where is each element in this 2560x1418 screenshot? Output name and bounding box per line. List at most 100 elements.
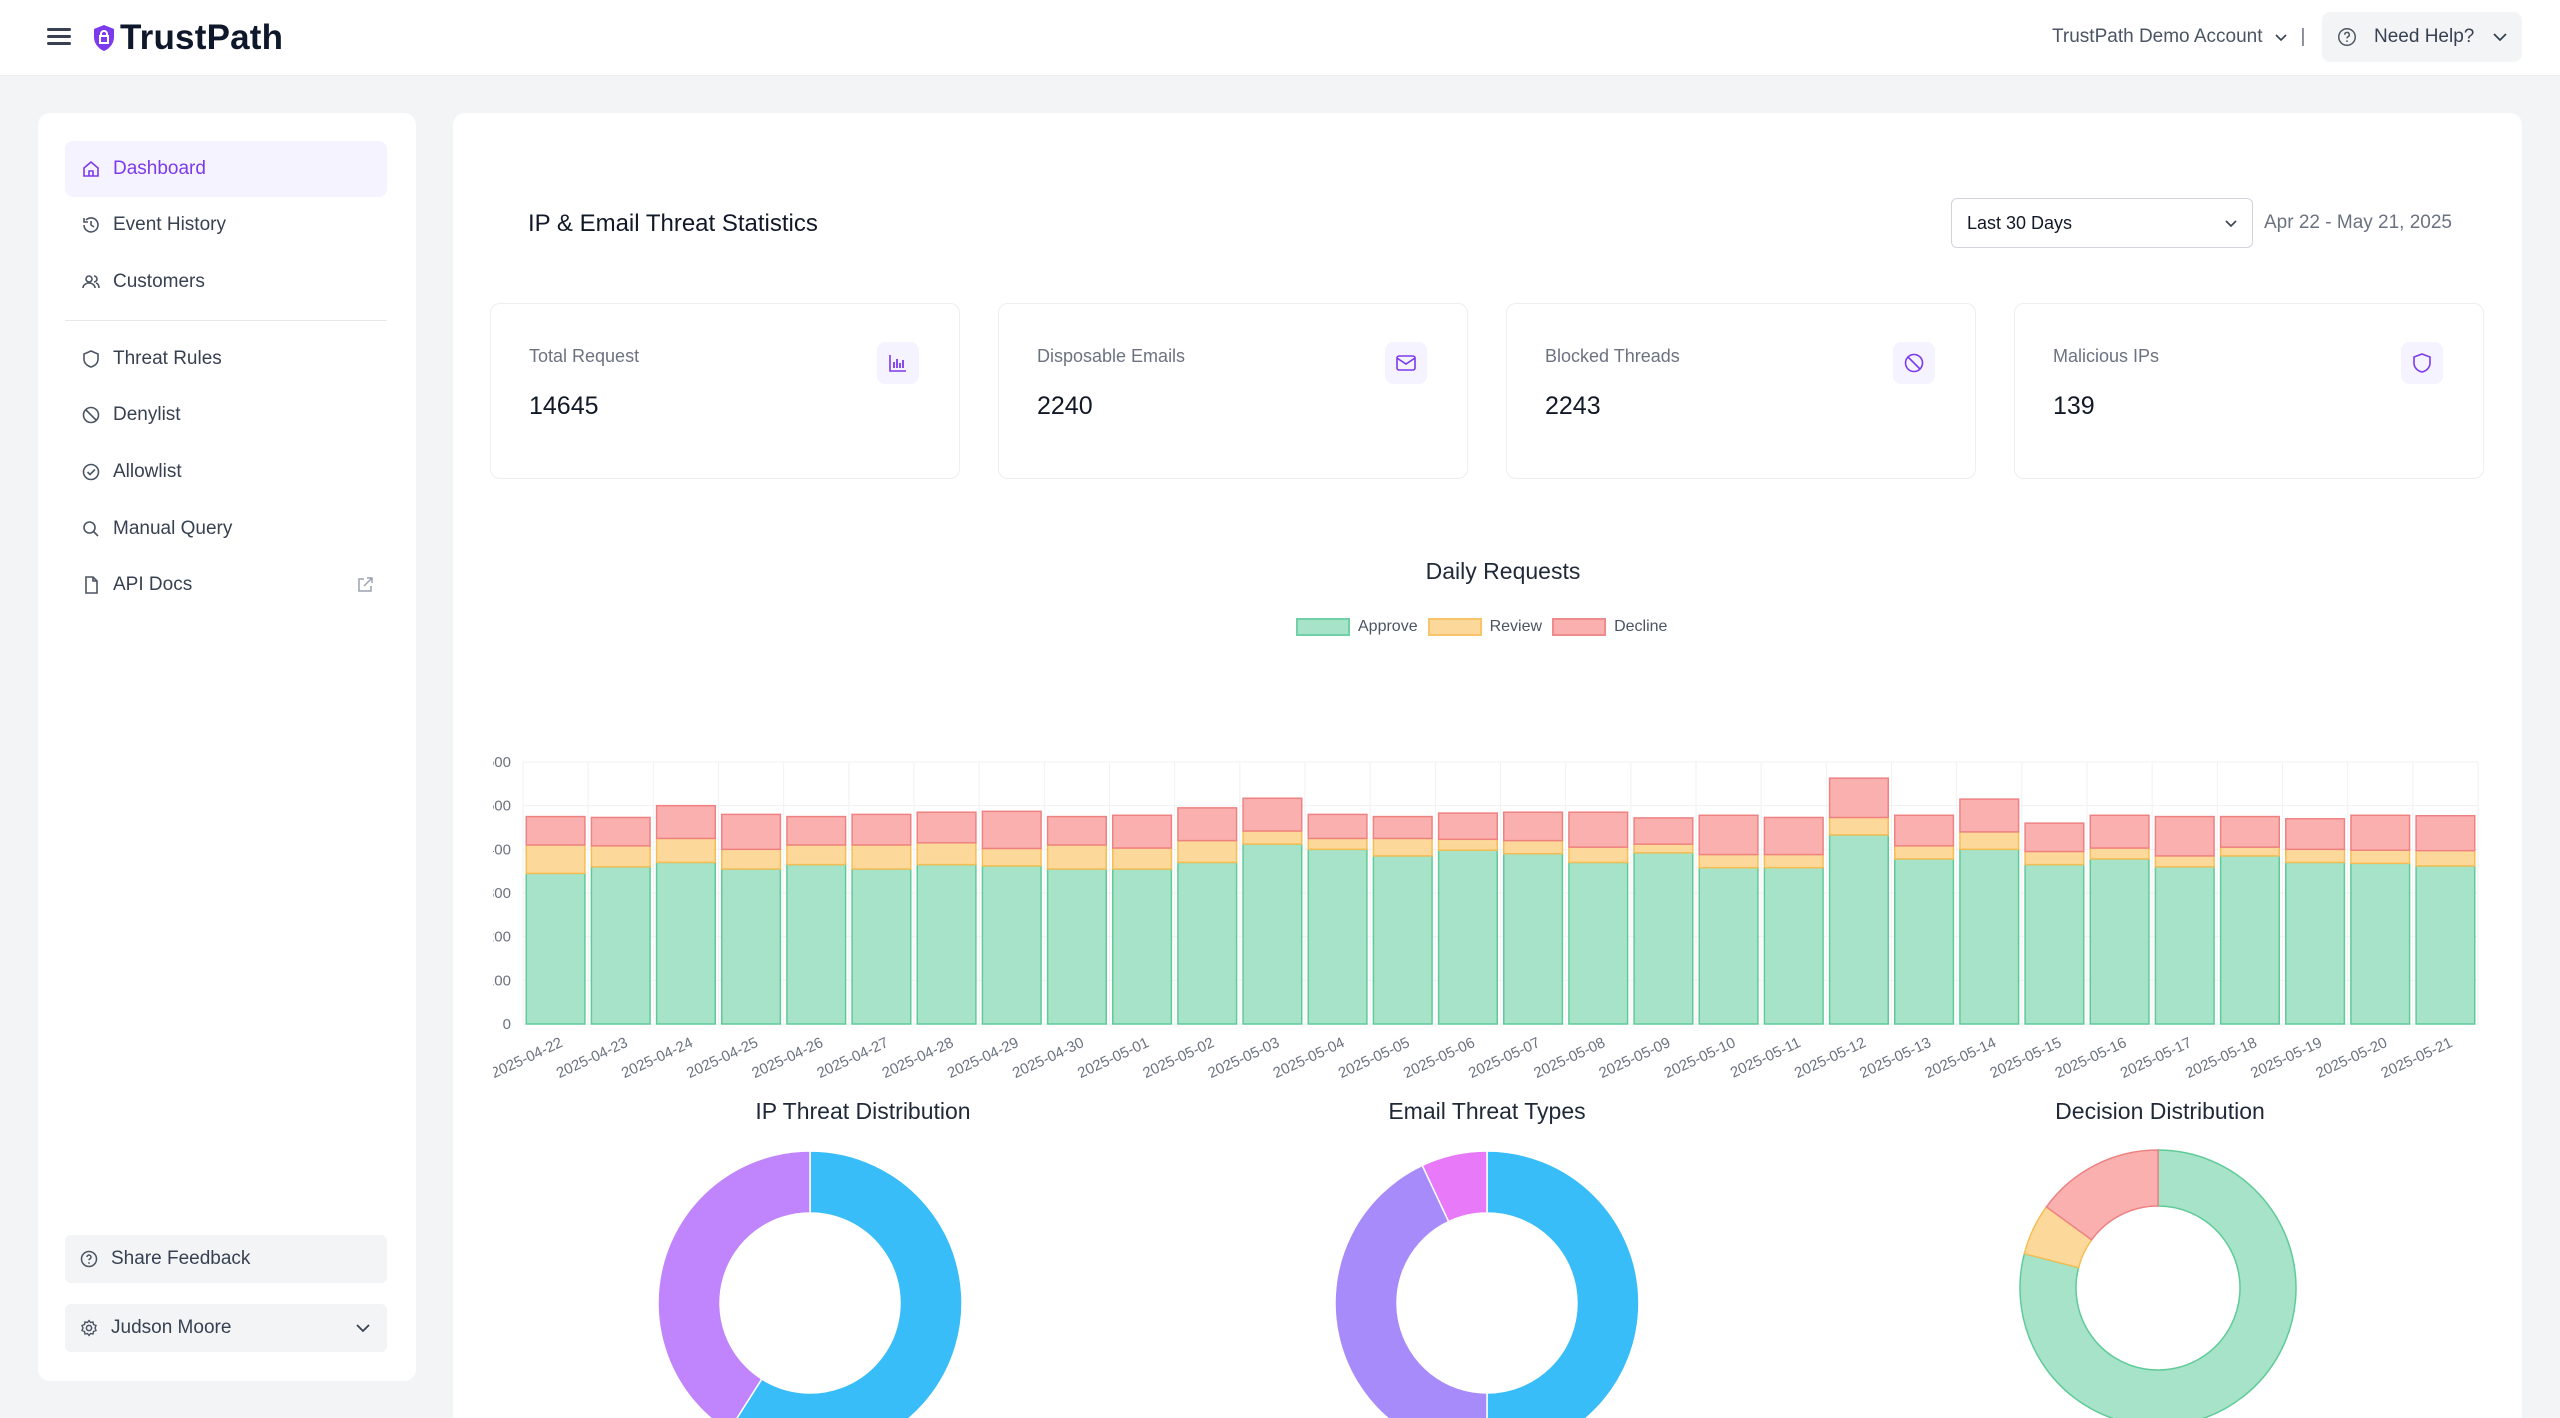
bar-review-segment bbox=[916, 842, 977, 866]
donut-slice-approve bbox=[2019, 1149, 2297, 1418]
shield-icon bbox=[83, 350, 99, 368]
bar-approve-segment bbox=[721, 868, 782, 1025]
bar-review-segment bbox=[2415, 849, 2476, 867]
bar-approve-segment bbox=[1437, 849, 1498, 1025]
x-tick-label: 2025-05-09 bbox=[1596, 1034, 1673, 1082]
stat-card-total-request: Total Request 14645 bbox=[490, 303, 960, 479]
bar-decline-segment bbox=[1763, 816, 1824, 856]
bar-approve-segment bbox=[851, 868, 912, 1025]
x-tick-label: 2025-05-04 bbox=[1271, 1034, 1348, 1082]
page-title: IP & Email Threat Statistics bbox=[528, 210, 818, 237]
menu-icon[interactable] bbox=[47, 24, 75, 50]
sidebar-item-api-docs[interactable]: API Docs bbox=[65, 557, 387, 613]
stat-card-malicious-ips: Malicious IPs 139 bbox=[2014, 303, 2484, 479]
search-icon bbox=[83, 521, 99, 537]
bar-review-segment bbox=[1828, 816, 1889, 836]
x-tick-label: 2025-04-29 bbox=[945, 1034, 1022, 1082]
user-menu-button[interactable]: Judson Moore bbox=[65, 1304, 387, 1352]
ban-icon bbox=[82, 406, 100, 424]
bar-decline-segment bbox=[1437, 812, 1498, 841]
sidebar-item-allowlist[interactable]: Allowlist bbox=[65, 444, 387, 500]
bar-approve-segment bbox=[1112, 868, 1173, 1025]
bar-approve-segment bbox=[1828, 834, 1889, 1025]
x-tick-label: 2025-04-25 bbox=[684, 1034, 761, 1082]
document-icon bbox=[85, 576, 98, 594]
chart-legend: Approve Review Decline bbox=[1296, 618, 1677, 636]
x-tick-label: 2025-05-14 bbox=[1922, 1034, 1999, 1082]
bar-approve-segment bbox=[981, 865, 1042, 1025]
bar-chart-icon bbox=[877, 342, 919, 384]
x-tick-label: 2025-05-06 bbox=[1401, 1034, 1478, 1082]
bar-approve-segment bbox=[2350, 862, 2411, 1025]
daily-requests-title: Daily Requests bbox=[1425, 558, 1581, 584]
bar-review-segment bbox=[1763, 853, 1824, 869]
bar-review-segment bbox=[655, 837, 716, 864]
donut-slice-b bbox=[657, 1150, 811, 1418]
x-tick-label: 2025-04-24 bbox=[619, 1034, 696, 1082]
logo[interactable]: TrustPath bbox=[92, 16, 283, 60]
bar-review-segment bbox=[1307, 837, 1368, 851]
main-panel: IP & Email Threat Statistics Last 30 Day… bbox=[453, 113, 2522, 1418]
decision-title: Decision Distribution bbox=[2055, 1098, 2265, 1124]
x-tick-label: 2025-05-15 bbox=[1987, 1034, 2064, 1082]
bar-approve-segment bbox=[1503, 852, 1564, 1025]
stat-value: 139 bbox=[2053, 392, 2095, 420]
bar-approve-segment bbox=[786, 863, 847, 1025]
bar-approve-segment bbox=[525, 872, 586, 1025]
chevron-down-icon bbox=[2225, 220, 2237, 228]
bar-approve-segment bbox=[1307, 848, 1368, 1025]
bar-approve-segment bbox=[916, 863, 977, 1025]
top-bar: TrustPath TrustPath Demo Account | Need … bbox=[0, 0, 2560, 76]
bar-review-segment bbox=[851, 844, 912, 870]
sidebar-item-label: Manual Query bbox=[113, 518, 233, 539]
bar-approve-segment bbox=[1894, 858, 1955, 1025]
sidebar-item-label: Customers bbox=[113, 271, 205, 292]
bar-review-segment bbox=[1177, 839, 1238, 864]
legend-swatch bbox=[1296, 618, 1350, 636]
bar-decline-segment bbox=[2350, 814, 2411, 851]
sidebar-item-dashboard[interactable]: Dashboard bbox=[65, 141, 387, 197]
y-tick-label: 100 bbox=[493, 972, 511, 989]
x-tick-label: 2025-05-18 bbox=[2183, 1034, 2260, 1082]
account-name: TrustPath Demo Account bbox=[2052, 26, 2263, 47]
bar-review-segment bbox=[1112, 847, 1173, 870]
separator: | bbox=[2300, 26, 2306, 47]
need-help-label: Need Help? bbox=[2374, 26, 2475, 47]
share-feedback-button[interactable]: Share Feedback bbox=[65, 1235, 387, 1283]
sidebar-item-denylist[interactable]: Denylist bbox=[65, 387, 387, 443]
need-help-button[interactable]: Need Help? bbox=[2322, 12, 2522, 62]
legend-approve[interactable]: Approve bbox=[1296, 618, 1418, 636]
donut-slice-c bbox=[1421, 1150, 1488, 1223]
logo-text: TrustPath bbox=[120, 18, 284, 57]
sidebar-item-threat-rules[interactable]: Threat Rules bbox=[65, 331, 387, 387]
user-name: Judson Moore bbox=[111, 1317, 232, 1338]
bar-decline-segment bbox=[851, 813, 912, 846]
bar-decline-segment bbox=[590, 816, 651, 847]
bar-review-segment bbox=[2024, 850, 2085, 866]
external-link-icon bbox=[358, 577, 373, 592]
account-switcher[interactable]: TrustPath Demo Account | bbox=[2052, 24, 2305, 50]
bar-decline-segment bbox=[1894, 814, 1955, 847]
bar-approve-segment bbox=[2154, 866, 2215, 1025]
legend-label: Review bbox=[1489, 618, 1543, 635]
bar-decline-segment bbox=[2089, 814, 2150, 849]
y-tick-label: 500 bbox=[493, 798, 511, 815]
sidebar-item-label: Threat Rules bbox=[113, 348, 222, 369]
bar-review-segment bbox=[1959, 831, 2020, 851]
y-tick-label: 400 bbox=[493, 841, 511, 858]
sidebar-item-customers[interactable]: Customers bbox=[65, 254, 387, 310]
date-range-select[interactable]: Last 30 Days bbox=[1951, 198, 2253, 248]
legend-decline[interactable]: Decline bbox=[1552, 618, 1667, 636]
sidebar-item-manual-query[interactable]: Manual Query bbox=[65, 501, 387, 557]
bar-approve-segment bbox=[2415, 865, 2476, 1025]
bar-review-segment bbox=[1698, 853, 1759, 869]
bar-approve-segment bbox=[2024, 863, 2085, 1025]
legend-review[interactable]: Review bbox=[1427, 618, 1543, 636]
bar-approve-segment bbox=[2219, 855, 2280, 1025]
bar-decline-segment bbox=[916, 811, 977, 844]
bar-decline-segment bbox=[1242, 797, 1303, 832]
bar-decline-segment bbox=[1959, 798, 2020, 833]
sidebar-item-event-history[interactable]: Event History bbox=[65, 197, 387, 253]
chevron-down-icon bbox=[2493, 33, 2507, 42]
sidebar: Dashboard Event History Customers Threat… bbox=[38, 113, 416, 1381]
